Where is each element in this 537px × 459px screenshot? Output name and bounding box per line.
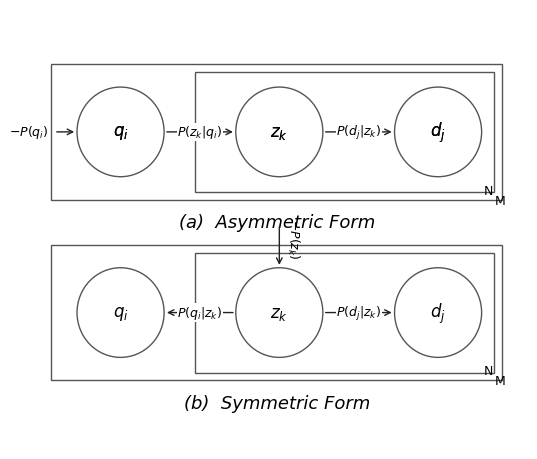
Bar — [195, 73, 495, 192]
Text: $P(d_j|z_k)$: $P(d_j|z_k)$ — [336, 123, 381, 141]
Text: $P(d_j|z_k)$: $P(d_j|z_k)$ — [336, 304, 381, 322]
Text: $P(q_i|z_k)$: $P(q_i|z_k)$ — [177, 304, 222, 321]
Text: $q_i$: $q_i$ — [113, 123, 128, 141]
Text: (b)  Symmetric Form: (b) Symmetric Form — [184, 394, 370, 412]
Text: $z_k$: $z_k$ — [271, 123, 288, 141]
Text: $z_k$: $z_k$ — [271, 123, 288, 141]
Text: $P(z_k|q_i)$: $P(z_k|q_i)$ — [177, 124, 222, 141]
Ellipse shape — [395, 268, 482, 358]
Bar — [52, 65, 502, 200]
Text: N: N — [484, 185, 494, 197]
Text: N: N — [484, 365, 494, 378]
Text: $-P(q_i)$: $-P(q_i)$ — [10, 124, 49, 141]
Text: (a)  Asymmetric Form: (a) Asymmetric Form — [179, 214, 375, 232]
Text: $q_i$: $q_i$ — [113, 304, 128, 322]
Ellipse shape — [77, 268, 164, 358]
Ellipse shape — [236, 88, 323, 177]
Ellipse shape — [236, 268, 323, 358]
Text: $-P(z_k)$: $-P(z_k)$ — [286, 219, 302, 259]
Text: $d_j$: $d_j$ — [430, 301, 446, 325]
Text: $d_j$: $d_j$ — [430, 121, 446, 145]
Ellipse shape — [77, 88, 164, 177]
Text: $z_k$: $z_k$ — [271, 304, 288, 322]
Bar — [52, 245, 502, 381]
Text: M: M — [495, 375, 505, 387]
Text: M: M — [495, 194, 505, 207]
Ellipse shape — [395, 88, 482, 177]
Text: $d_j$: $d_j$ — [430, 121, 446, 145]
Text: $q_i$: $q_i$ — [113, 123, 128, 141]
Bar — [195, 253, 495, 373]
